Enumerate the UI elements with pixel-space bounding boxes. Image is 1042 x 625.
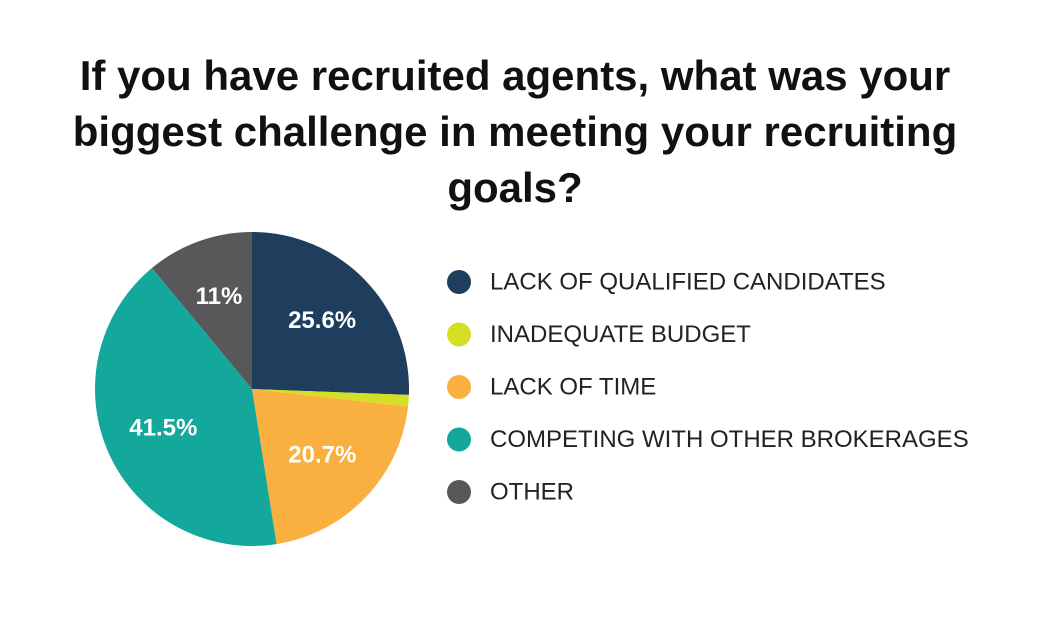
pie-slice	[151, 232, 252, 389]
pie-slice	[94, 268, 277, 546]
pie-slice	[252, 232, 410, 395]
pie-slice	[252, 389, 409, 407]
data-label: 20.7%	[288, 442, 356, 469]
data-label: 41.5%	[129, 414, 197, 441]
legend-label: INADEQUATE BUDGET	[490, 321, 751, 348]
legend-marker	[447, 427, 471, 452]
legend-marker	[447, 270, 471, 294]
chart-title: If you have recruited agents, what was y…	[72, 52, 958, 211]
pie-slice	[252, 389, 408, 545]
legend-marker	[447, 480, 471, 504]
legend-label: COMPETING WITH OTHER BROKERAGES	[490, 426, 969, 453]
legend-label: LACK OF TIME	[490, 373, 656, 400]
data-label: 25.6%	[288, 307, 356, 334]
legend-marker	[447, 322, 471, 347]
legend-label: OTHER	[490, 478, 574, 505]
legend-label: LACK OF QUALIFIED CANDIDATES	[490, 268, 886, 295]
data-label: 11%	[196, 283, 243, 310]
legend-marker	[447, 375, 471, 399]
